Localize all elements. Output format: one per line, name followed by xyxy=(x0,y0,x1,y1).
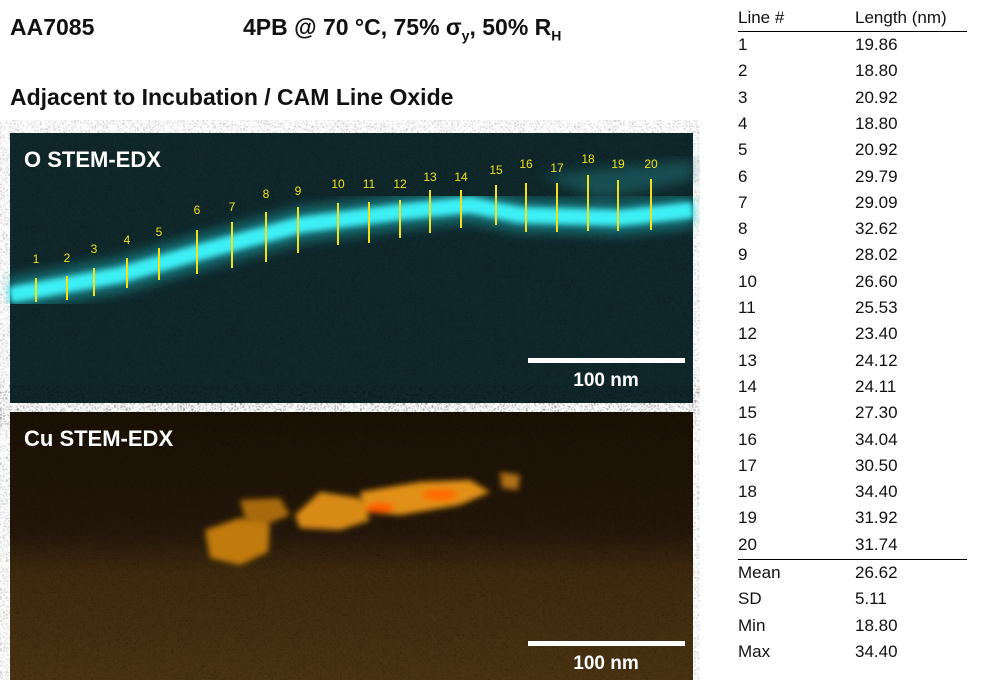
column-header: Length (nm) xyxy=(855,8,947,27)
length-cell: 24.11 xyxy=(855,376,897,396)
line-cell: 19 xyxy=(738,508,757,528)
length-cell: 19.86 xyxy=(855,35,898,54)
line-marker: 11 xyxy=(363,177,376,191)
sample-title: AA7085 xyxy=(10,14,95,40)
line-marker: 13 xyxy=(423,170,437,184)
stat-label: SD xyxy=(738,589,762,609)
length-cell: 18.80 xyxy=(855,61,898,81)
stat-value: 34.40 xyxy=(855,641,898,661)
line-marker: 18 xyxy=(581,152,595,166)
length-cell: 31.92 xyxy=(855,508,898,528)
line-cell: 11 xyxy=(738,298,756,317)
panel-label: O STEM-EDX xyxy=(24,147,161,172)
length-cell: 23.40 xyxy=(855,324,898,344)
line-cell: 4 xyxy=(738,113,748,133)
line-cell: 8 xyxy=(738,219,748,239)
length-cell: 28.02 xyxy=(855,245,898,265)
scale-label: 100 nm xyxy=(573,653,638,674)
subscript: y xyxy=(461,27,470,44)
length-cell: 20.92 xyxy=(855,87,898,107)
subscript: H xyxy=(551,27,562,44)
conditions: 4PB @ 70 °C, 75% σy, 50% RH xyxy=(243,14,561,44)
line-marker: 15 xyxy=(489,163,503,177)
line-marker: 17 xyxy=(550,161,564,175)
line-cell: 3 xyxy=(738,87,748,107)
cu-panel xyxy=(10,412,693,680)
line-cell: 13 xyxy=(738,350,757,370)
line-cell: 6 xyxy=(738,166,748,186)
line-marker: 2 xyxy=(64,251,71,265)
subtitle: Adjacent to Incubation / CAM Line Oxide xyxy=(10,84,454,110)
scale-bar xyxy=(528,358,685,363)
stat-value: 18.80 xyxy=(855,615,898,635)
line-marker: 3 xyxy=(91,242,98,256)
line-marker: 12 xyxy=(393,177,407,191)
length-cell: 18.80 xyxy=(855,113,898,133)
length-cell: 34.40 xyxy=(855,482,898,502)
cu-particles xyxy=(205,472,520,565)
line-marker: 16 xyxy=(519,157,533,171)
texture xyxy=(10,412,693,680)
stat-label: Min xyxy=(738,615,766,635)
conditions-text: 4PB @ 70 °C, 75% σ xyxy=(243,14,462,40)
length-cell: 24.12 xyxy=(855,350,898,370)
table-rule xyxy=(738,559,967,560)
column-header: Line # xyxy=(738,8,785,27)
line-marker: 1 xyxy=(33,252,40,266)
scale-bar xyxy=(528,641,685,646)
stat-value: 26.62 xyxy=(855,563,898,582)
line-cell: 2 xyxy=(738,61,748,81)
line-cell: 18 xyxy=(738,482,757,502)
line-cell: 14 xyxy=(738,376,757,396)
length-cell: 29.09 xyxy=(855,192,898,212)
length-cell: 29.79 xyxy=(855,166,898,186)
length-cell: 27.30 xyxy=(855,403,898,423)
line-cell: 9 xyxy=(738,245,748,265)
line-cell: 15 xyxy=(738,403,757,423)
scale-label: 100 nm xyxy=(573,370,638,391)
line-cell: 17 xyxy=(738,455,757,475)
line-marker: 19 xyxy=(611,157,625,171)
line-cell: 7 xyxy=(738,192,748,212)
line-marker: 4 xyxy=(124,233,131,247)
line-marker: 10 xyxy=(331,177,345,191)
line-cell: 1 xyxy=(738,35,748,54)
line-cell: 5 xyxy=(738,140,748,160)
line-marker: 7 xyxy=(229,200,236,214)
oxide-haze xyxy=(540,160,693,200)
line-marker: 6 xyxy=(194,203,201,217)
line-marker: 8 xyxy=(263,187,270,201)
line-cell: 20 xyxy=(738,534,757,554)
line-cell: 12 xyxy=(738,324,757,344)
length-cell: 30.50 xyxy=(855,455,898,475)
length-cell: 20.92 xyxy=(855,140,898,160)
line-cell: 10 xyxy=(738,271,757,291)
stat-label: Mean xyxy=(738,563,781,582)
length-cell: 34.04 xyxy=(855,429,898,449)
line-marker: 20 xyxy=(644,157,658,171)
stat-label: Max xyxy=(738,641,771,661)
length-cell: 26.60 xyxy=(855,271,898,291)
o-panel xyxy=(6,133,695,403)
line-marker: 14 xyxy=(454,170,468,184)
panel-label: Cu STEM-EDX xyxy=(24,426,173,451)
conditions-text: , 50% R xyxy=(469,14,552,40)
length-cell: 31.74 xyxy=(855,534,898,554)
length-cell: 25.53 xyxy=(855,298,898,317)
length-cell: 32.62 xyxy=(855,219,898,239)
stat-value: 5.11 xyxy=(855,589,887,609)
line-cell: 16 xyxy=(738,429,757,449)
table-rule xyxy=(738,31,967,32)
line-marker: 5 xyxy=(156,225,163,239)
line-marker: 9 xyxy=(295,184,302,198)
